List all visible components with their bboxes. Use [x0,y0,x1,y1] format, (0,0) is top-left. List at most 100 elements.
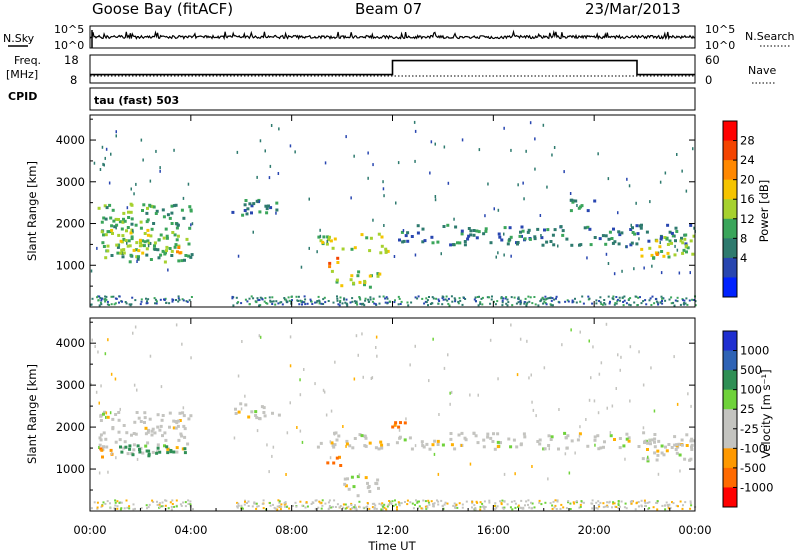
data-cell [183,258,186,262]
x-tick-label: 00:00 [73,523,106,537]
data-cell [374,446,378,450]
ground-cell [303,295,306,298]
ground-cell [604,303,607,306]
ground-cell [339,296,342,299]
sparse-cell [296,426,298,429]
ground-cell [146,507,148,510]
data-cell [512,438,516,442]
data-cell [397,425,401,429]
ground-cell [323,296,326,299]
sparse-cell [438,413,440,416]
data-cell [393,423,397,427]
ground-cell [317,506,320,509]
data-cell [343,482,347,486]
ground-cell [355,300,358,303]
sparse-cell [523,197,525,201]
data-cell [100,220,104,224]
ground-cell [393,301,396,304]
ground-cell [382,505,385,508]
data-cell [475,229,479,233]
data-cell [130,203,134,207]
ground-cell [502,297,505,300]
sparse-cell [361,332,363,336]
ground-cell [694,304,697,307]
data-cell [130,433,133,437]
ground-cell [558,301,561,304]
sparse-cell [345,135,347,139]
data-cell [165,445,169,449]
colorbar-frame [722,330,738,508]
ground-cell [629,297,632,300]
data-cell [475,236,479,240]
data-cell [264,204,268,208]
ground-cell [280,505,283,508]
ground-cell [452,504,455,507]
ground-cell [642,300,645,303]
ground-cell [118,501,121,504]
ground-cell [273,506,276,509]
data-cell [160,418,164,422]
data-cell [255,199,259,203]
sparse-cell [98,401,100,405]
ground-cell [290,295,293,298]
ground-cell [258,299,261,301]
ground-cell [231,295,234,298]
data-cell [593,236,597,239]
ground-cell [667,507,670,510]
freq-left-tick-top: 18 [64,53,79,67]
ground-cell [425,297,428,300]
ground-cell [232,304,235,307]
ground-cell [180,504,183,507]
data-cell [177,246,181,249]
ground-cell [424,505,427,508]
colorbar-tick-label: 8 [740,231,747,245]
data-cell [146,441,150,445]
sparse-cell [693,226,695,230]
data-cell [655,239,659,243]
sparse-cell [115,456,117,460]
data-cell [660,451,664,455]
sparse-cell [149,354,152,358]
ground-cell [383,503,386,506]
data-cell [121,220,125,224]
ground-cell [681,507,684,510]
ground-cell [350,502,353,505]
ground-cell [116,500,119,503]
ground-cell [479,302,482,305]
ground-cell [252,297,255,300]
data-cell [579,243,583,247]
ground-cell [328,499,331,502]
ground-cell [97,299,100,302]
data-cell [637,445,641,448]
ground-cell [272,503,274,506]
ground-cell [255,301,258,304]
ground-cell [291,299,293,302]
colorbar-swatch [723,428,737,449]
x-tick-label: 12:00 [376,523,409,537]
data-cell [379,251,383,255]
ground-cell [358,506,361,509]
data-cell [146,228,150,232]
data-cell [156,413,160,417]
ground-cell [344,507,347,510]
ground-cell [168,302,171,305]
ground-cell [677,505,679,508]
data-cell [570,198,574,202]
data-cell [664,445,667,449]
sparse-cell [574,451,576,455]
data-cell [322,235,326,239]
ground-cell [599,296,602,299]
data-cell [168,411,172,415]
data-cell [519,230,522,234]
data-cell [597,447,601,451]
data-cell [241,213,245,217]
data-cell [134,223,138,227]
sparse-cell [477,393,479,397]
ground-cell [320,302,323,305]
data-cell [333,443,337,447]
data-cell [570,243,574,247]
ground-cell [668,298,671,301]
ground-cell [305,501,308,504]
ground-cell [90,507,93,510]
